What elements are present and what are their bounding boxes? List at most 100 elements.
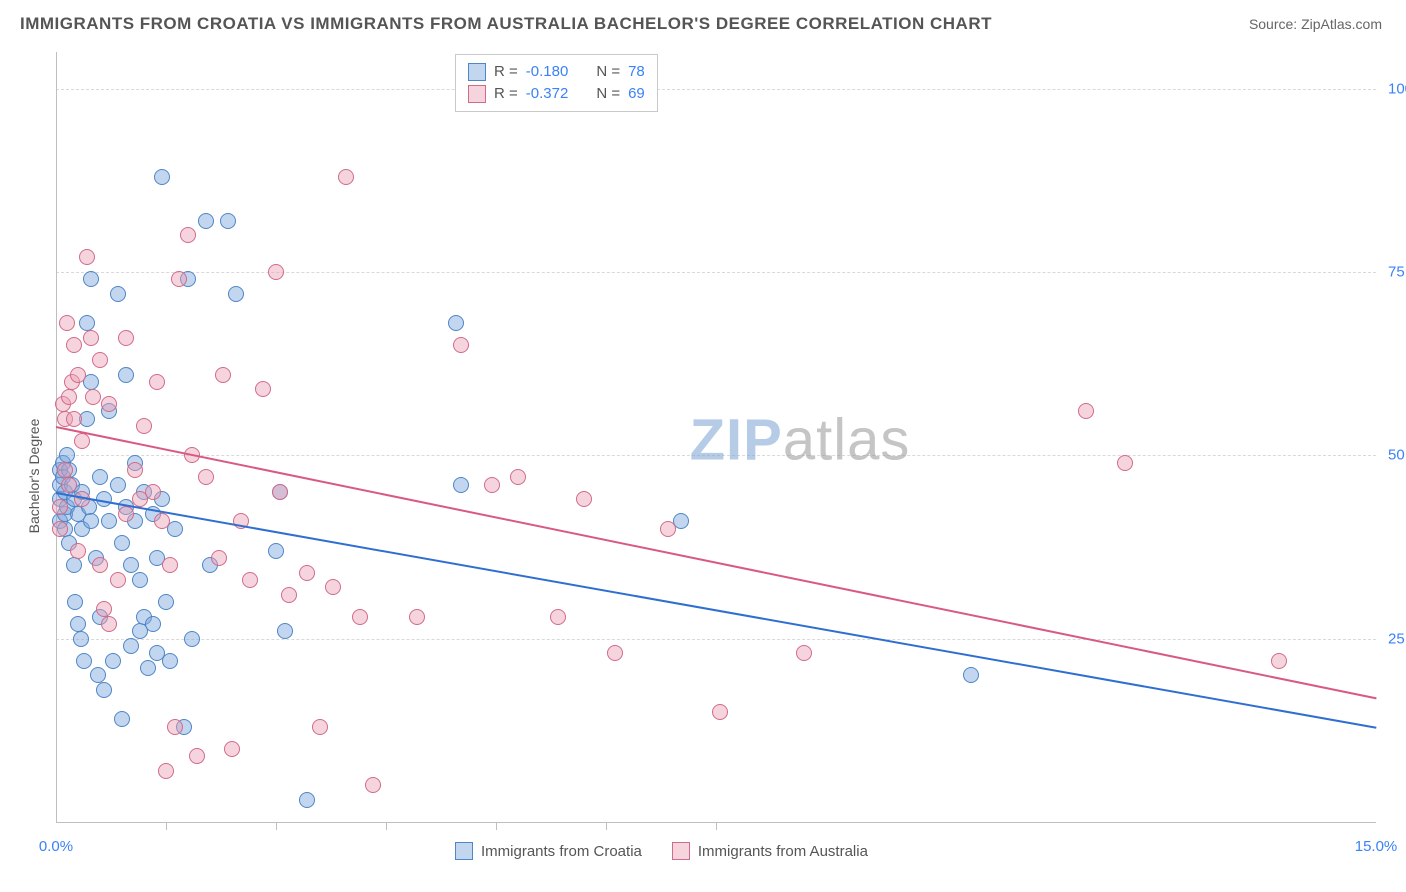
chart-title: IMMIGRANTS FROM CROATIA VS IMMIGRANTS FR… xyxy=(20,14,992,34)
correlation-legend: R = -0.180 N = 78 R = -0.372 N = 69 xyxy=(455,54,658,112)
marker-australia xyxy=(149,374,165,390)
gridline xyxy=(56,639,1376,640)
marker-croatia xyxy=(268,543,284,559)
source-label: Source: xyxy=(1249,16,1297,32)
legend-row-australia: R = -0.372 N = 69 xyxy=(468,83,645,105)
marker-croatia xyxy=(198,213,214,229)
marker-australia xyxy=(1117,455,1133,471)
marker-croatia xyxy=(162,653,178,669)
x-tick-label: 0.0% xyxy=(39,838,73,855)
marker-australia xyxy=(83,330,99,346)
legend-swatch xyxy=(468,63,486,81)
legend-swatch xyxy=(455,842,473,860)
legend-item-croatia: Immigrants from Croatia xyxy=(455,842,642,860)
marker-croatia xyxy=(154,169,170,185)
marker-australia xyxy=(224,741,240,757)
marker-australia xyxy=(52,499,68,515)
marker-croatia xyxy=(123,557,139,573)
marker-australia xyxy=(510,469,526,485)
marker-australia xyxy=(127,462,143,478)
marker-croatia xyxy=(110,286,126,302)
marker-australia xyxy=(189,748,205,764)
marker-australia xyxy=(118,330,134,346)
marker-australia xyxy=(85,389,101,405)
marker-australia xyxy=(59,315,75,331)
marker-australia xyxy=(576,491,592,507)
x-tick xyxy=(166,822,167,830)
marker-australia xyxy=(268,264,284,280)
marker-croatia xyxy=(110,477,126,493)
marker-australia xyxy=(272,484,288,500)
y-axis-line xyxy=(56,52,57,822)
legend-n-label: N = xyxy=(596,83,620,105)
y-tick-label: 25.0% xyxy=(1388,630,1406,647)
marker-australia xyxy=(154,513,170,529)
marker-croatia xyxy=(83,513,99,529)
marker-australia xyxy=(352,609,368,625)
marker-australia xyxy=(325,579,341,595)
marker-croatia xyxy=(114,535,130,551)
legend-n-value: 78 xyxy=(628,61,645,83)
marker-croatia xyxy=(132,572,148,588)
marker-australia xyxy=(158,763,174,779)
marker-australia xyxy=(101,616,117,632)
x-tick xyxy=(386,822,387,830)
marker-australia xyxy=(162,557,178,573)
marker-croatia xyxy=(67,594,83,610)
marker-croatia xyxy=(76,653,92,669)
marker-croatia xyxy=(123,638,139,654)
legend-n-value: 69 xyxy=(628,83,645,105)
marker-australia xyxy=(453,337,469,353)
legend-r-label: R = xyxy=(494,83,518,105)
marker-australia xyxy=(299,565,315,581)
marker-croatia xyxy=(66,557,82,573)
marker-australia xyxy=(61,389,77,405)
marker-australia xyxy=(365,777,381,793)
marker-australia xyxy=(136,418,152,434)
marker-croatia xyxy=(963,667,979,683)
y-axis-label: Bachelor's Degree xyxy=(26,418,42,533)
legend-n-label: N = xyxy=(596,61,620,83)
marker-australia xyxy=(92,352,108,368)
legend-item-australia: Immigrants from Australia xyxy=(672,842,868,860)
marker-croatia xyxy=(114,711,130,727)
marker-australia xyxy=(118,506,134,522)
x-tick xyxy=(716,822,717,830)
legend-row-croatia: R = -0.180 N = 78 xyxy=(468,61,645,83)
marker-croatia xyxy=(73,631,89,647)
legend-r-value: -0.180 xyxy=(526,61,569,83)
marker-croatia xyxy=(59,447,75,463)
marker-croatia xyxy=(299,792,315,808)
marker-australia xyxy=(312,719,328,735)
marker-australia xyxy=(1078,403,1094,419)
y-tick-label: 100.0% xyxy=(1388,80,1406,97)
plot-area xyxy=(56,52,1376,822)
marker-australia xyxy=(171,271,187,287)
marker-australia xyxy=(211,550,227,566)
marker-australia xyxy=(255,381,271,397)
marker-croatia xyxy=(145,616,161,632)
source-attribution: Source: ZipAtlas.com xyxy=(1249,16,1382,32)
marker-australia xyxy=(110,572,126,588)
gridline xyxy=(56,455,1376,456)
legend-label: Immigrants from Croatia xyxy=(481,843,642,860)
y-tick-label: 75.0% xyxy=(1388,264,1406,281)
x-tick-label: 15.0% xyxy=(1355,838,1398,855)
marker-croatia xyxy=(118,367,134,383)
marker-australia xyxy=(66,411,82,427)
legend-r-label: R = xyxy=(494,61,518,83)
marker-australia xyxy=(167,719,183,735)
marker-australia xyxy=(550,609,566,625)
marker-australia xyxy=(338,169,354,185)
marker-australia xyxy=(66,337,82,353)
series-legend: Immigrants from Croatia Immigrants from A… xyxy=(455,842,868,860)
marker-australia xyxy=(70,543,86,559)
legend-r-value: -0.372 xyxy=(526,83,569,105)
marker-australia xyxy=(607,645,623,661)
marker-australia xyxy=(198,469,214,485)
marker-australia xyxy=(101,396,117,412)
x-tick xyxy=(496,822,497,830)
gridline xyxy=(56,272,1376,273)
marker-australia xyxy=(57,462,73,478)
marker-croatia xyxy=(220,213,236,229)
